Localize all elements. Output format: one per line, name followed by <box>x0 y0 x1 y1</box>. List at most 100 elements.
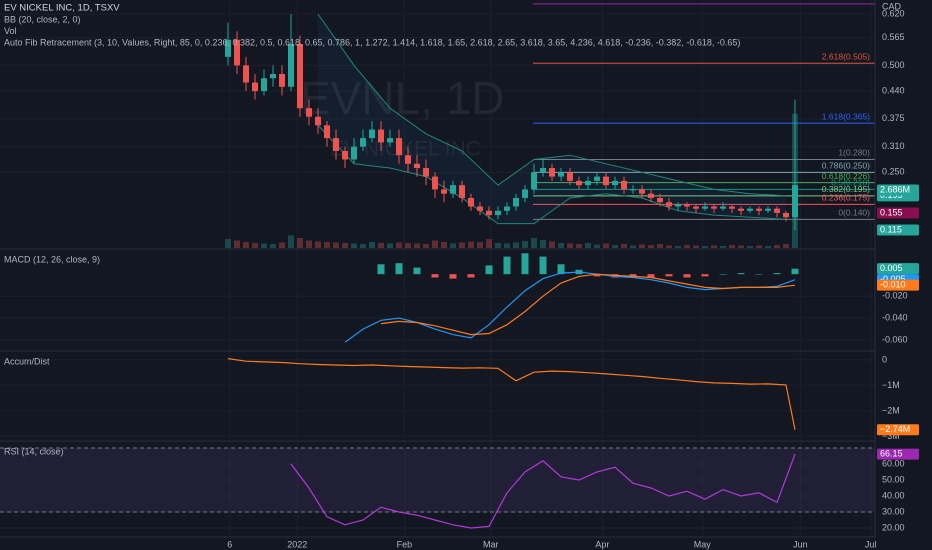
volume-bar <box>684 245 690 248</box>
candle-body <box>234 39 240 66</box>
currency: CAD <box>882 1 902 11</box>
y-tick-label: −3M <box>882 431 900 441</box>
candle-body <box>711 206 717 209</box>
volume-bar <box>504 243 510 248</box>
histogram-bar <box>665 274 673 277</box>
volume-bar <box>639 244 645 248</box>
histogram-bar <box>503 256 511 275</box>
candle-body <box>684 204 690 207</box>
histogram-bar <box>737 273 745 275</box>
volume-bar <box>747 246 753 248</box>
y-tick-label: 0.565 <box>882 32 905 42</box>
fib-label: 0.236(0.175) <box>822 193 870 203</box>
badge-label: 0.005 <box>880 263 903 273</box>
volume-bar <box>702 246 708 248</box>
y-tick-label: 0.310 <box>882 141 905 151</box>
histogram-bar <box>449 274 457 279</box>
series-line <box>380 273 796 336</box>
candle-body <box>306 108 312 117</box>
fib-label: 1.618(0.365) <box>822 111 870 121</box>
histogram-bar <box>683 274 691 278</box>
candle-body <box>621 180 627 190</box>
y-tick-label: 0.500 <box>882 60 905 70</box>
volume-bar <box>342 243 348 248</box>
histogram-bar <box>593 274 601 277</box>
candle-body <box>279 73 285 87</box>
volume-bar <box>603 243 609 248</box>
histogram-bar <box>755 274 763 275</box>
volume-bar <box>387 243 393 248</box>
volume-bar <box>360 244 366 248</box>
volume-bar <box>333 242 339 248</box>
watermark: EVNL, 1D <box>300 72 505 124</box>
price-badge <box>877 263 919 275</box>
y-tick-label: 60.00 <box>882 458 905 468</box>
candle-body <box>603 176 609 186</box>
histogram-bar <box>395 263 403 275</box>
badge-label: 0.155 <box>880 207 903 217</box>
candle-body <box>333 138 339 151</box>
candle-body <box>639 189 645 194</box>
candle-body <box>225 39 231 57</box>
candle-body <box>666 202 672 207</box>
candle-body <box>360 138 366 147</box>
candle-body <box>774 208 780 213</box>
volume-bar <box>585 243 591 248</box>
rsi-band <box>0 448 875 512</box>
candle-body <box>747 208 753 211</box>
volume-bar <box>594 244 600 248</box>
volume-bar <box>351 243 357 248</box>
x-tick-label: Mar <box>483 539 499 549</box>
volume-bar <box>576 244 582 248</box>
bb-fill <box>318 14 786 224</box>
candle-body <box>495 210 501 216</box>
volume-bar <box>693 245 699 248</box>
fib-label: 0(0.140) <box>838 208 870 218</box>
fib-label: 0.786(0.250) <box>822 161 870 171</box>
volume-bar <box>297 238 303 248</box>
y-tick-label: −2M <box>882 405 900 415</box>
fib-label: 1(0.280) <box>838 148 870 158</box>
candle-body <box>702 206 708 209</box>
histogram-bar <box>377 264 385 275</box>
histogram-bar <box>539 256 547 275</box>
x-tick-label: Feb <box>397 539 413 549</box>
bb-lower <box>317 124 787 225</box>
volume-bar <box>522 241 528 248</box>
volume-bar <box>432 240 438 248</box>
watermark-subtitle: EV NICKEL INC <box>330 138 481 161</box>
candle-body <box>612 180 618 186</box>
candle-body <box>585 180 591 186</box>
price-badge <box>877 184 919 196</box>
candle-body <box>504 206 510 211</box>
y-tick-label: 30.00 <box>882 506 905 516</box>
histogram-bar <box>467 274 475 278</box>
candle-body <box>405 155 411 164</box>
volume-bar <box>414 243 420 248</box>
candle-body <box>594 176 600 181</box>
y-tick-label: -0.040 <box>882 313 908 323</box>
x-tick-label: 6 <box>227 539 232 549</box>
histogram-bar <box>413 267 421 275</box>
candle-body <box>414 163 420 169</box>
candle-body <box>468 197 474 207</box>
candle-body <box>783 212 789 218</box>
histogram-bar <box>791 268 799 275</box>
candle-body <box>441 189 447 194</box>
candle-body <box>486 210 492 216</box>
volume-bar <box>558 243 564 248</box>
candle-body <box>351 146 357 160</box>
y-tick-label: 0.375 <box>882 113 905 123</box>
histogram-bar <box>521 253 529 275</box>
candle-body <box>477 206 483 211</box>
y-tick-label: 40.00 <box>882 490 905 500</box>
badge-label: −2.74M <box>880 424 910 434</box>
volume-bar <box>396 242 402 248</box>
candle-body <box>693 206 699 209</box>
series-line <box>227 358 796 430</box>
candle-body <box>657 197 663 203</box>
volume-bar <box>288 235 294 248</box>
y-tick-label: 0 <box>882 354 887 364</box>
badge-label: 66.15 <box>880 449 903 459</box>
